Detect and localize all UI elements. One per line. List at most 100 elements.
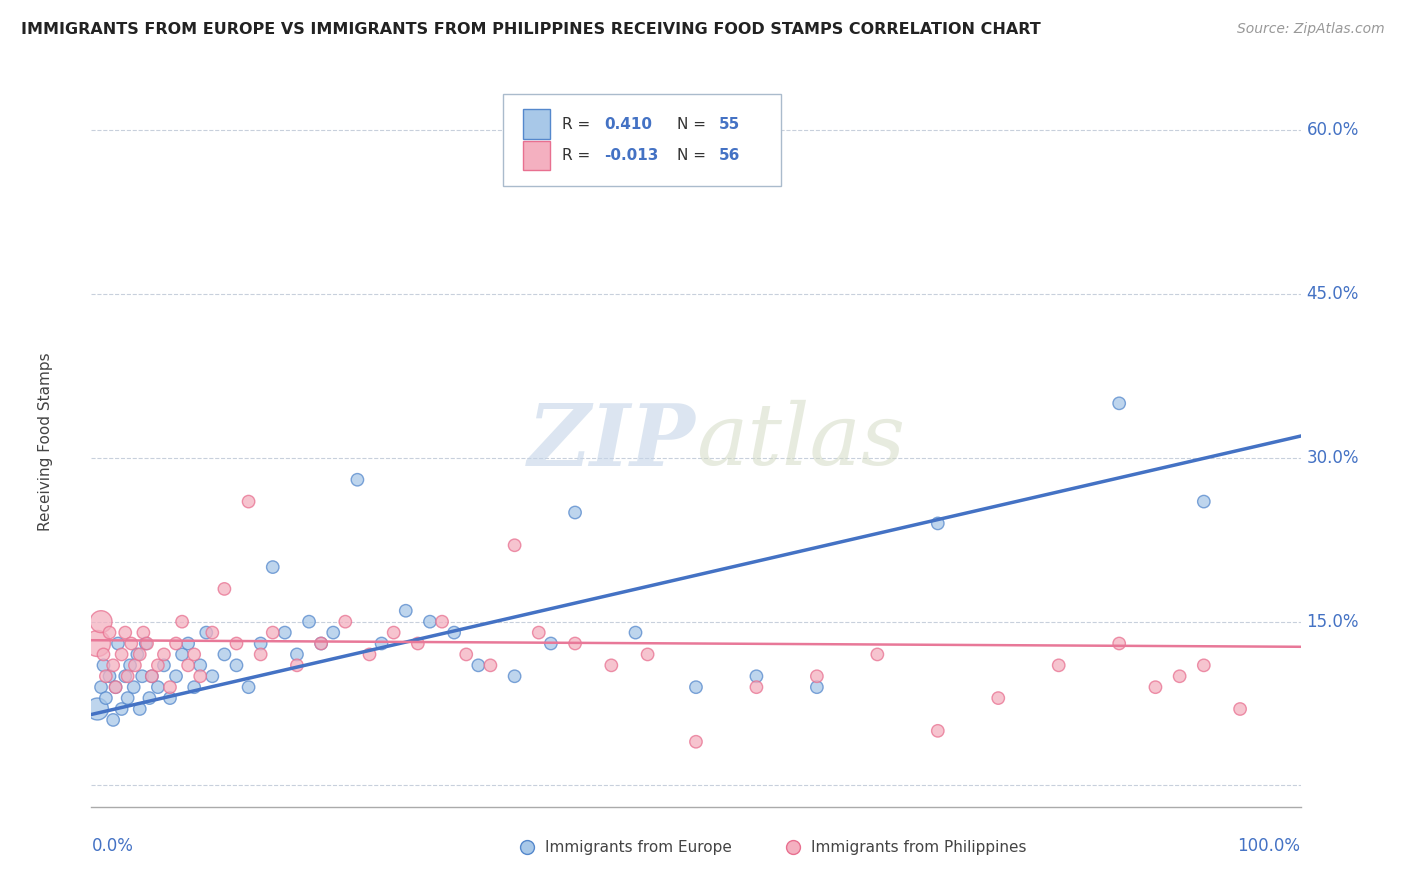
Text: IMMIGRANTS FROM EUROPE VS IMMIGRANTS FROM PHILIPPINES RECEIVING FOOD STAMPS CORR: IMMIGRANTS FROM EUROPE VS IMMIGRANTS FRO… bbox=[21, 22, 1040, 37]
Text: 0.0%: 0.0% bbox=[91, 837, 134, 855]
Point bbox=[249, 648, 271, 662]
Point bbox=[987, 691, 1010, 706]
Point bbox=[370, 636, 392, 650]
Point bbox=[1108, 636, 1130, 650]
FancyBboxPatch shape bbox=[523, 110, 550, 139]
Point bbox=[188, 669, 211, 683]
Point bbox=[225, 658, 247, 673]
Point bbox=[503, 669, 526, 683]
Point bbox=[183, 648, 205, 662]
Point bbox=[120, 658, 142, 673]
Text: N =: N = bbox=[676, 117, 710, 132]
Point bbox=[136, 636, 159, 650]
Point bbox=[624, 625, 647, 640]
Point bbox=[93, 648, 115, 662]
Point bbox=[262, 560, 284, 574]
Point bbox=[172, 648, 194, 662]
Point bbox=[104, 680, 127, 694]
Point bbox=[111, 648, 132, 662]
Point bbox=[745, 680, 768, 694]
Point bbox=[201, 669, 224, 683]
Point bbox=[685, 680, 707, 694]
Point bbox=[138, 691, 160, 706]
Point bbox=[107, 636, 129, 650]
Point bbox=[262, 625, 284, 640]
Point bbox=[141, 669, 163, 683]
Point bbox=[128, 648, 150, 662]
Point bbox=[322, 625, 344, 640]
Point bbox=[866, 648, 889, 662]
Point bbox=[128, 702, 150, 716]
Point bbox=[927, 516, 949, 531]
Text: N =: N = bbox=[676, 148, 710, 163]
Point bbox=[188, 658, 211, 673]
Point bbox=[94, 691, 117, 706]
Point bbox=[406, 636, 429, 650]
Point bbox=[214, 582, 236, 596]
Point bbox=[1192, 494, 1215, 508]
Text: ZIP: ZIP bbox=[529, 400, 696, 483]
Point bbox=[298, 615, 321, 629]
Point bbox=[782, 838, 804, 853]
Point bbox=[1047, 658, 1070, 673]
Point bbox=[90, 680, 112, 694]
Text: R =: R = bbox=[562, 117, 595, 132]
Point bbox=[238, 494, 260, 508]
Point bbox=[122, 680, 145, 694]
FancyBboxPatch shape bbox=[502, 95, 780, 186]
Point bbox=[111, 702, 132, 716]
Point bbox=[177, 636, 200, 650]
Point bbox=[165, 636, 187, 650]
Point bbox=[395, 604, 418, 618]
Point bbox=[335, 615, 357, 629]
Point bbox=[745, 669, 768, 683]
Point bbox=[806, 669, 828, 683]
Point bbox=[527, 625, 550, 640]
Text: Immigrants from Europe: Immigrants from Europe bbox=[544, 840, 731, 855]
Point bbox=[86, 636, 108, 650]
Point bbox=[98, 625, 121, 640]
Point bbox=[153, 658, 176, 673]
Point bbox=[1108, 396, 1130, 410]
Text: atlas: atlas bbox=[696, 401, 905, 483]
Point bbox=[430, 615, 453, 629]
Point bbox=[120, 636, 142, 650]
Point bbox=[540, 636, 562, 650]
Point bbox=[177, 658, 200, 673]
Point bbox=[141, 669, 163, 683]
Text: 56: 56 bbox=[718, 148, 741, 163]
Point bbox=[564, 636, 586, 650]
Point bbox=[285, 648, 308, 662]
Text: 0.410: 0.410 bbox=[605, 117, 652, 132]
Text: 30.0%: 30.0% bbox=[1306, 449, 1360, 467]
Point bbox=[467, 658, 489, 673]
Point bbox=[346, 473, 368, 487]
Point bbox=[124, 658, 146, 673]
Text: Receiving Food Stamps: Receiving Food Stamps bbox=[38, 352, 53, 531]
Point bbox=[201, 625, 224, 640]
Point bbox=[172, 615, 194, 629]
Point bbox=[146, 680, 169, 694]
Point bbox=[927, 723, 949, 738]
Point bbox=[1168, 669, 1191, 683]
Point bbox=[1192, 658, 1215, 673]
Point bbox=[146, 658, 169, 673]
Text: 15.0%: 15.0% bbox=[1306, 613, 1360, 631]
Point bbox=[806, 680, 828, 694]
Point bbox=[159, 680, 181, 694]
Point bbox=[114, 669, 136, 683]
Point bbox=[1229, 702, 1251, 716]
Point bbox=[249, 636, 271, 650]
Point bbox=[127, 648, 149, 662]
Point bbox=[90, 615, 112, 629]
Point bbox=[131, 669, 153, 683]
Point bbox=[98, 669, 121, 683]
Point bbox=[637, 648, 659, 662]
Point bbox=[309, 636, 332, 650]
Text: 60.0%: 60.0% bbox=[1306, 121, 1360, 139]
Text: 55: 55 bbox=[718, 117, 740, 132]
Point bbox=[443, 625, 465, 640]
Point bbox=[104, 680, 127, 694]
Point bbox=[516, 838, 538, 853]
Point bbox=[225, 636, 247, 650]
